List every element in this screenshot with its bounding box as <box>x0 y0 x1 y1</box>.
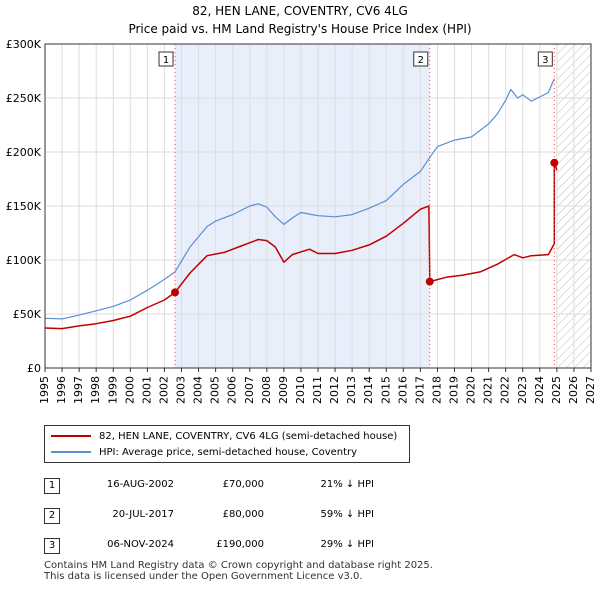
sale-date: 06-NOV-2024 <box>107 539 174 550</box>
x-tick-label: 2005 <box>209 376 222 404</box>
sale-hpi-diff: 59% ↓ HPI <box>320 509 374 520</box>
x-tick-label: 2002 <box>157 376 170 404</box>
x-tick-label: 2020 <box>465 376 478 404</box>
sale-point <box>171 288 180 297</box>
sale-number-badge: 2 <box>44 508 60 524</box>
x-tick-label: 2024 <box>533 376 546 404</box>
x-tick-label: 2019 <box>448 376 461 404</box>
sale-point <box>425 277 434 286</box>
y-tick-label: £150K <box>6 200 42 213</box>
y-tick-label: £100K <box>6 254 42 267</box>
sale-price: £80,000 <box>222 509 264 520</box>
legend-swatch-property <box>51 435 91 437</box>
y-tick-label: £250K <box>6 92 42 105</box>
x-tick-label: 2018 <box>430 376 443 404</box>
sale-number-badge: 3 <box>44 538 60 554</box>
x-tick-label: 2004 <box>192 376 205 404</box>
legend-swatch-hpi <box>51 451 91 453</box>
footer-line-copyright: Contains HM Land Registry data © Crown c… <box>44 560 433 571</box>
sale-label-box <box>537 51 553 67</box>
sale-hpi-diff: 21% ↓ HPI <box>320 479 374 490</box>
x-tick-label: 2000 <box>123 376 136 404</box>
x-tick-label: 2014 <box>362 376 375 404</box>
sale-label-box <box>158 51 174 67</box>
sale-date: 16-AUG-2002 <box>106 479 174 490</box>
sale-label-box <box>413 51 429 67</box>
x-tick-label: 2008 <box>260 376 273 404</box>
sale-label: 1 <box>163 55 169 66</box>
table-row: 1 16-AUG-2002 £70,000 21% ↓ HPI <box>44 472 564 502</box>
legend-label-property: 82, HEN LANE, COVENTRY, CV6 4LG (semi-de… <box>99 430 398 442</box>
plot-frame <box>44 43 592 369</box>
price-chart: 1 2 3 1995 1996 1997 1998 1999 2000 2001 2002 2003… <box>6 38 597 404</box>
sale-price: £70,000 <box>222 479 264 490</box>
x-tick-label: 2013 <box>345 376 358 404</box>
legend-label-hpi: HPI: Average price, semi-detached house,… <box>99 446 358 458</box>
sale-date: 20-JUL-2017 <box>112 509 174 520</box>
x-tick-label: 2023 <box>516 376 529 404</box>
x-tick-label: 2021 <box>482 376 495 404</box>
series-line-property <box>44 162 558 330</box>
x-tick-label: 2007 <box>243 376 256 404</box>
x-tick-label: 2022 <box>499 376 512 404</box>
x-tick-label: 2026 <box>567 376 580 404</box>
y-tick-label: £50K <box>13 308 42 321</box>
x-tick-label: 2006 <box>226 376 239 404</box>
y-tick-label: £200K <box>6 146 42 159</box>
x-tick-label: 2010 <box>294 376 307 404</box>
x-tick-label: 2016 <box>396 376 409 404</box>
x-tick-label: 1998 <box>89 376 102 404</box>
x-tick-label: 2015 <box>379 376 392 404</box>
x-tick-label: 2025 <box>550 376 563 404</box>
footer-attribution: Contains HM Land Registry data © Crown c… <box>44 560 433 582</box>
chart-subtitle: Price paid vs. HM Land Registry's House … <box>128 22 472 36</box>
sale-label: 3 <box>542 55 548 66</box>
legend-item-hpi: HPI: Average price, semi-detached house,… <box>51 444 357 460</box>
sales-table: 1 16-AUG-2002 £70,000 21% ↓ HPI 2 20-JUL… <box>44 472 564 562</box>
x-tick-label: 2001 <box>140 376 153 404</box>
x-tick-label: 2003 <box>175 376 188 404</box>
x-tick-label: 1997 <box>72 376 85 404</box>
chart-title: 82, HEN LANE, COVENTRY, CV6 4LG <box>192 4 408 18</box>
sale-point <box>550 158 559 167</box>
chart-legend: 82, HEN LANE, COVENTRY, CV6 4LG (semi-de… <box>44 425 410 463</box>
x-tick-label: 2011 <box>311 376 324 404</box>
legend-item-property: 82, HEN LANE, COVENTRY, CV6 4LG (semi-de… <box>51 428 397 444</box>
x-tick-label: 1995 <box>38 376 51 404</box>
x-tick-label: 2012 <box>328 376 341 404</box>
sale-number-badge: 1 <box>44 478 60 494</box>
sale-price: £190,000 <box>216 539 264 550</box>
table-row: 3 06-NOV-2024 £190,000 29% ↓ HPI <box>44 532 564 562</box>
table-row: 2 20-JUL-2017 £80,000 59% ↓ HPI <box>44 502 564 532</box>
series-line-hpi <box>44 78 555 320</box>
y-tick-label: £300K <box>6 38 42 51</box>
x-tick-label: 1999 <box>106 376 119 404</box>
y-tick-label: £0 <box>27 362 41 375</box>
x-tick-label: 2017 <box>413 376 426 404</box>
sale-hpi-diff: 29% ↓ HPI <box>320 539 374 550</box>
sale-label: 2 <box>418 55 424 66</box>
footer-line-license: This data is licensed under the Open Gov… <box>44 571 363 582</box>
x-tick-label: 1996 <box>55 376 68 404</box>
x-tick-label: 2009 <box>277 376 290 404</box>
x-tick-label: 2027 <box>584 376 597 404</box>
